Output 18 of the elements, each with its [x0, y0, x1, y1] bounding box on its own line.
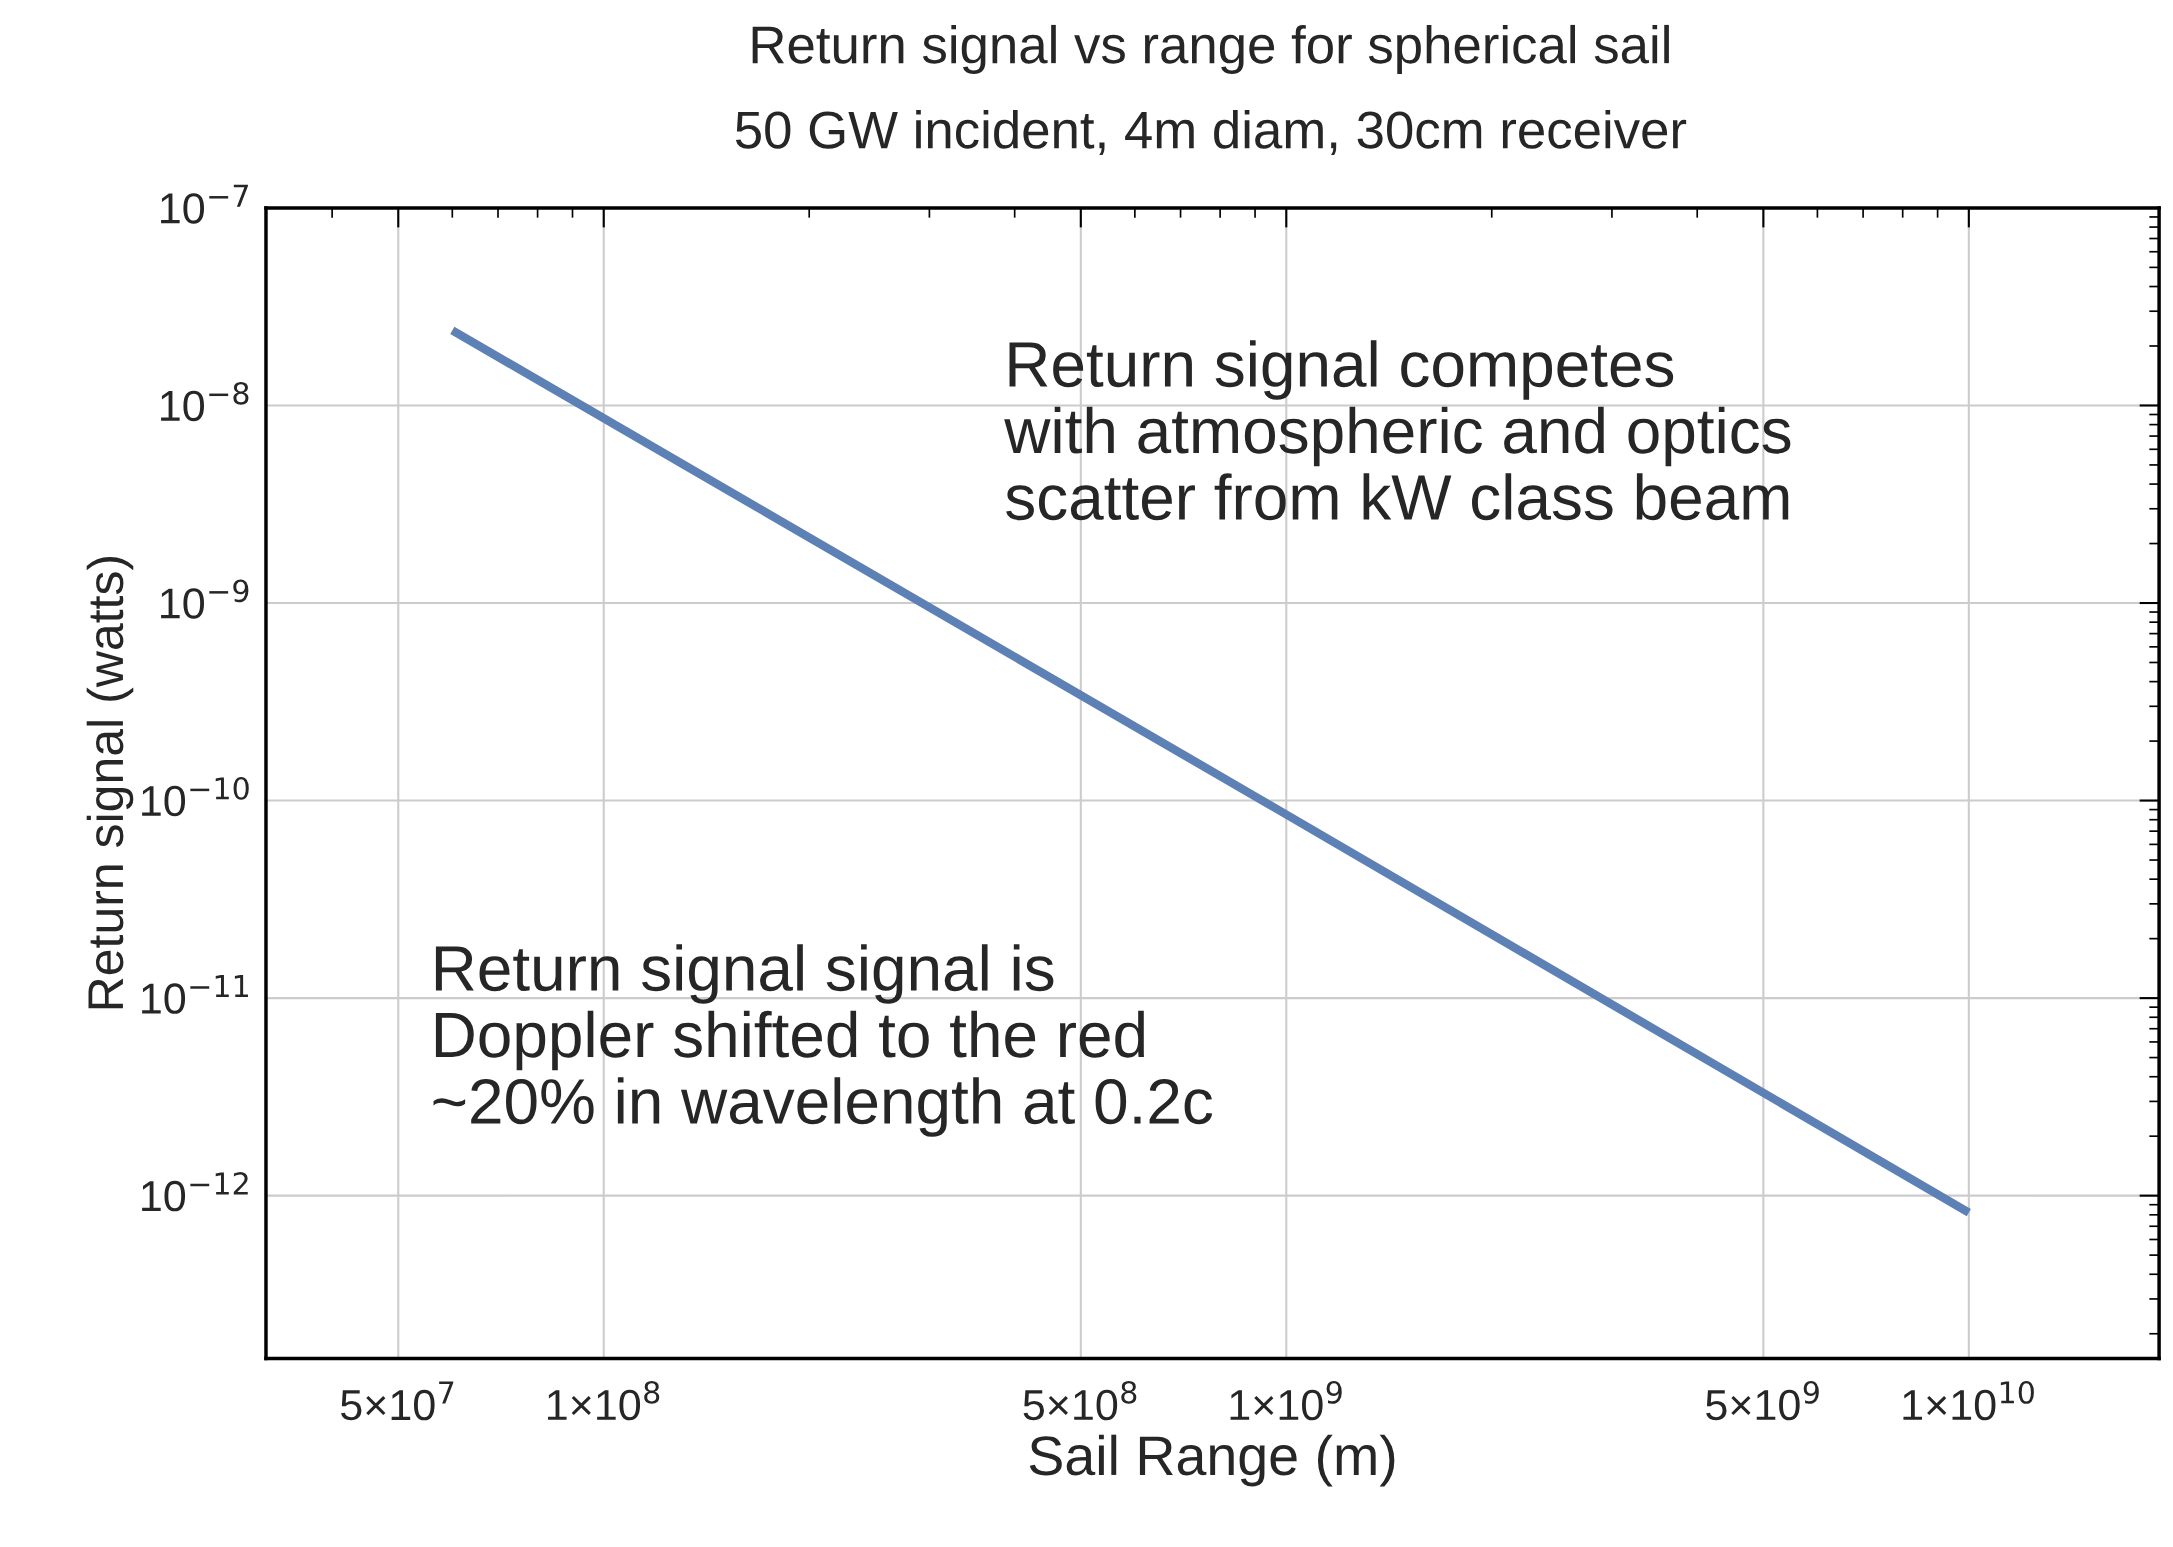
chart-title: Return signal vs range for spherical sail [752, 24, 1669, 75]
y-tick-label: 10$^{−9}$ [161, 579, 249, 619]
y-tick-label: 10$^{−12}$ [142, 1172, 248, 1212]
x-axis-title: Sail Range (m) [1029, 1434, 1395, 1487]
y-tick-label: 10$^{−7}$ [161, 184, 248, 224]
chart-subtitle: 50 GW incident, 4m diam, 30cm receiver [735, 109, 1687, 155]
y-tick-label: 10$^{−11}$ [142, 974, 248, 1014]
annotation: Return signal signal is Doppler shifted to the red ~20% in wavelength at 0.2c [433, 944, 1213, 1137]
annotation: Return signal competes with atmospheric and optics scatter from kW class beam [1004, 340, 1791, 521]
x-tick-label: 5×10$^{9}$ [1706, 1381, 1819, 1421]
y-axis-title: Return signal (watts) [86, 557, 134, 1009]
x-tick-label: 5×10$^{7}$ [341, 1381, 454, 1421]
x-tick-label: 5×10$^{8}$ [1023, 1381, 1137, 1421]
x-tick-label: 1×10$^{9}$ [1230, 1381, 1342, 1421]
y-tick-label: 10$^{−10}$ [142, 776, 249, 817]
x-tick-label: 1×10$^{10}$ [1903, 1381, 2034, 1421]
x-tick-label: 1×10$^{8}$ [548, 1381, 660, 1421]
y-tick-label: 10$^{−8}$ [161, 381, 249, 422]
